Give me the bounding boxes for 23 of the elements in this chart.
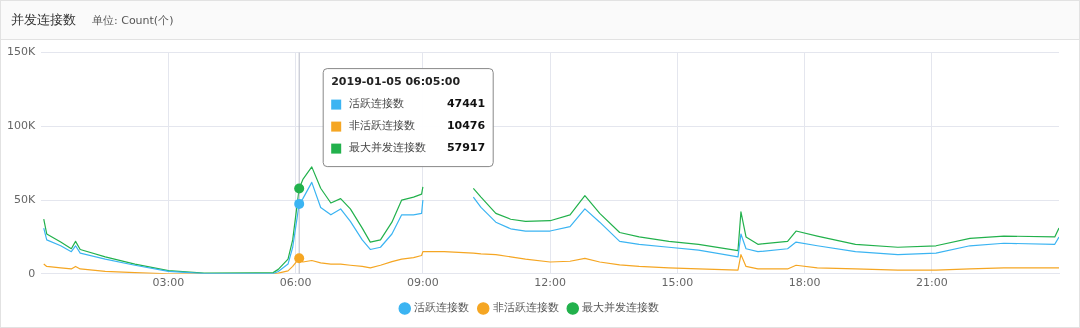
y-tick-label: 100K <box>6 119 36 133</box>
x-tick-label: 18:00 <box>788 276 821 290</box>
chart-subtitle: 单位: Count(个) <box>92 12 174 28</box>
chart-title: 并发连接数 <box>11 11 76 29</box>
x-tick-label: 06:00 <box>279 276 312 290</box>
x-tick-label: 12:00 <box>534 276 566 290</box>
x-tick-label: 03:00 <box>152 276 185 290</box>
y-tick-label: 150K <box>6 45 36 59</box>
annotation: 47441 <box>446 97 486 111</box>
annotation: 2019-01-05 06:05:00 <box>331 75 461 89</box>
legend-label: 非活跃连接数 <box>492 301 559 315</box>
y-tick-label: 50K <box>13 192 36 206</box>
y-tick-label: 0 <box>28 266 36 280</box>
legend-label: 最大并发连接数 <box>349 141 427 155</box>
annotation: 57917 <box>446 141 486 155</box>
x-tick-label: 21:00 <box>915 276 948 290</box>
text: 非活跃连接数 <box>349 119 416 133</box>
annotation: 10476 <box>446 119 486 133</box>
text: 最大并发连接数 <box>582 301 660 315</box>
text: 活跃连接数 <box>349 97 405 111</box>
legend-label: 活跃连接数 <box>414 301 470 315</box>
x-tick-label: 09:00 <box>407 276 439 290</box>
x-tick-label: 15:00 <box>661 276 694 290</box>
